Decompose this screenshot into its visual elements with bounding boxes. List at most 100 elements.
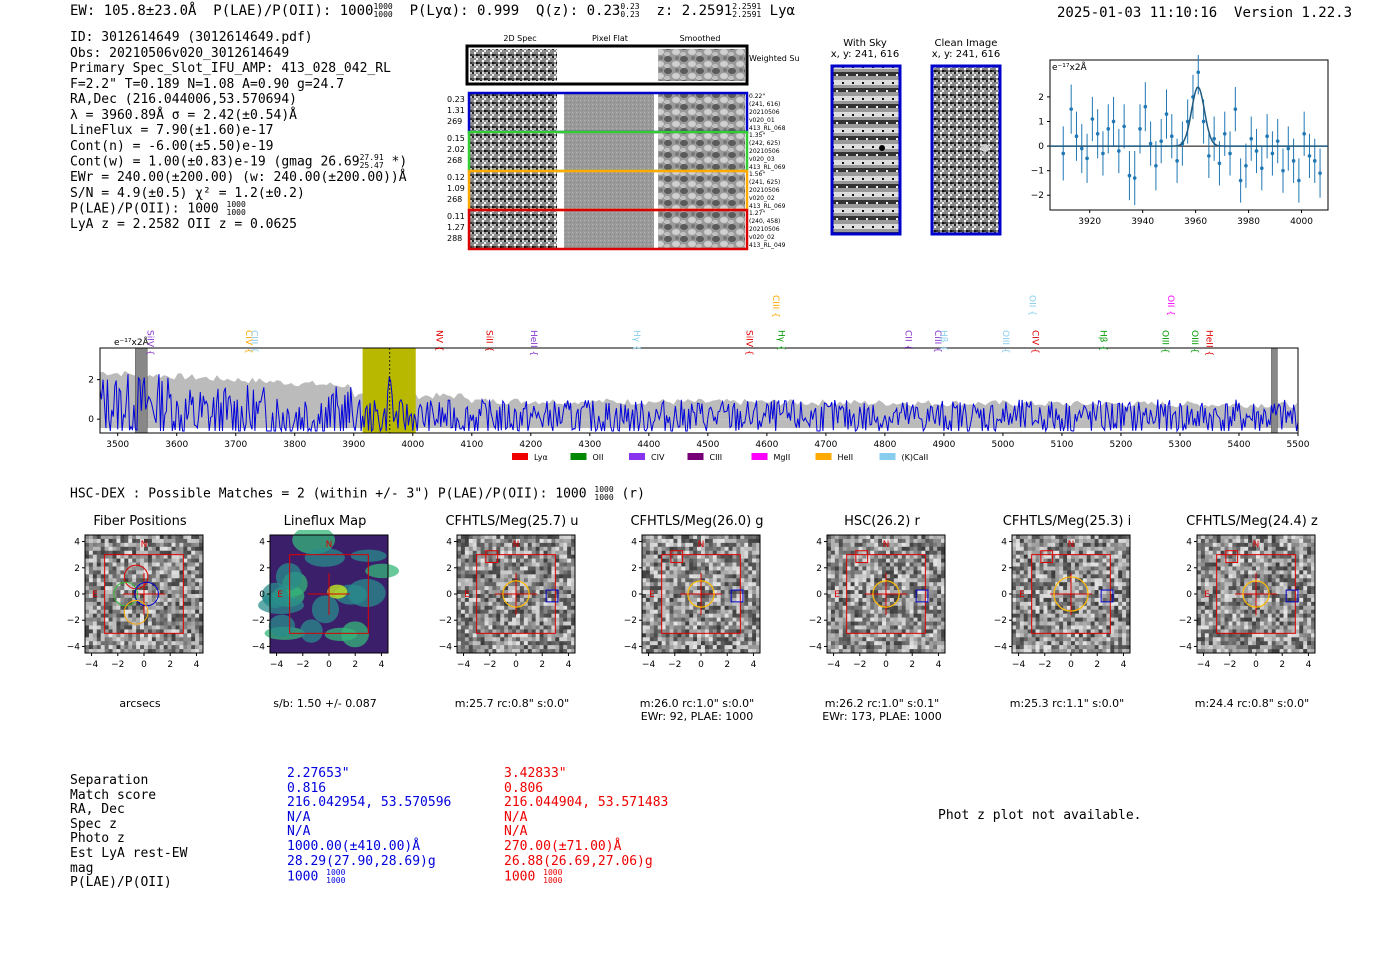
spectrum-line-label: OIII { — [1000, 330, 1010, 354]
cutout-pixel — [88, 601, 94, 607]
cutout-pixel — [1082, 637, 1088, 642]
cutout-pixel — [191, 562, 196, 567]
cutout-pixel — [516, 649, 521, 654]
cutout-pixel — [649, 617, 655, 622]
cutout-pixel — [941, 546, 946, 552]
cutout-pixel — [1110, 570, 1115, 575]
cutout-pixel — [132, 625, 137, 630]
spectrum-line-label: Hγ { — [631, 330, 641, 351]
cutout-pixel — [842, 641, 847, 646]
cutout-pixel — [756, 554, 761, 559]
cutout-pixel — [484, 590, 489, 595]
cutout-pixel — [484, 605, 489, 611]
cutout-pixel — [642, 554, 647, 559]
cutout-pixel — [116, 629, 121, 634]
cutout-pixel — [124, 633, 129, 638]
cutout-pixel — [191, 590, 196, 595]
cutout-pixel — [543, 582, 548, 587]
cutout-pixel — [179, 574, 184, 579]
cutout-pixel — [1047, 535, 1052, 540]
cutout-pixel — [748, 550, 753, 555]
cutout-pixel — [1039, 578, 1044, 583]
cutout-pixel — [1031, 594, 1036, 599]
cutout-pixel — [933, 542, 938, 548]
cutout-pixel — [1043, 649, 1048, 654]
cutout-pixel — [527, 649, 533, 654]
cutout-pixel — [889, 609, 895, 614]
cutout-pixel — [163, 601, 168, 607]
cutout-pixel — [457, 609, 462, 614]
cutout-pixel — [543, 621, 548, 626]
zoom-fit-curve — [1050, 86, 1328, 147]
cutout-pixel — [183, 582, 188, 587]
cutout-pixel — [645, 594, 651, 599]
cutout-pixel — [929, 649, 934, 654]
cutout-pixel — [567, 637, 572, 642]
cutout-pixel — [519, 633, 525, 638]
cutout-pixel — [535, 578, 540, 583]
fiber-right-label: 1.35" — [749, 132, 765, 139]
legend-swatch — [815, 453, 832, 460]
cutout-pixel — [124, 613, 129, 618]
cutout-pixel — [842, 538, 847, 544]
cutout-pixel — [1067, 535, 1072, 540]
cutout-pixel — [740, 613, 745, 618]
cutout-pixel — [827, 578, 832, 583]
cutout-pixel — [657, 582, 662, 587]
cutout-pixel — [472, 538, 477, 544]
cutout-pixel — [85, 546, 90, 552]
cutout-pixel — [716, 562, 721, 567]
cutout-pixel — [512, 594, 517, 599]
cutout-pixel — [457, 633, 462, 638]
cutout-pixel — [685, 601, 690, 607]
cutout-pixel — [732, 617, 737, 622]
cutout-pixel — [689, 594, 694, 599]
cutout-pixel — [96, 570, 102, 575]
cutout-pixel — [140, 535, 145, 540]
cutout-pixel — [862, 538, 867, 544]
cutout-pixel — [112, 574, 117, 579]
cutout-pixel — [1106, 641, 1111, 646]
cutout-pixel — [1019, 637, 1025, 642]
cutout-pixel — [171, 633, 176, 638]
cutout-pixel — [1027, 613, 1032, 618]
cutout-pixel — [96, 535, 102, 540]
cutout-pixel — [460, 538, 466, 544]
cutout-pixel — [756, 535, 761, 540]
cutout-pixel — [889, 578, 895, 583]
cutout-pixel — [701, 582, 706, 587]
cutout-pixel — [642, 550, 647, 555]
cutout-pixel — [642, 546, 647, 552]
cutout-pixel — [736, 605, 741, 611]
cutout-pixel — [1094, 637, 1099, 642]
cutout-pixel — [693, 562, 698, 567]
cutout-pixel — [1012, 550, 1017, 555]
zoom-data-point — [1101, 151, 1105, 156]
spectrum-xtick-label: 5500 — [1287, 440, 1310, 450]
cutout-pixel — [519, 629, 525, 634]
cutout-pixel — [913, 554, 918, 559]
cutout-pixel — [195, 586, 200, 591]
cutout-pixel — [1031, 542, 1036, 548]
cutout-pixel — [136, 594, 141, 599]
cutout-pixel — [496, 570, 501, 575]
cutout-pixel — [147, 621, 153, 626]
cutout-pixel — [559, 613, 564, 618]
zoom-data-point — [1111, 119, 1116, 124]
cutout-pixel — [136, 597, 141, 603]
cutout-pixel — [171, 586, 176, 591]
cutout-pixel — [531, 621, 536, 626]
cutout-ytick-label: −4 — [624, 642, 638, 652]
cutout-pixel — [92, 641, 98, 646]
cutout-pixel — [866, 586, 871, 591]
cutout-pixel — [1098, 637, 1103, 642]
cutout-pixel — [516, 546, 521, 552]
cutout-pixel — [559, 601, 564, 607]
cutout-pixel — [523, 570, 529, 575]
cutout-pixel — [756, 538, 761, 544]
cutout-pixel — [925, 566, 930, 571]
cutout-pixel — [677, 625, 682, 630]
cutout-pixel — [645, 649, 651, 654]
cutout-pixel — [874, 621, 879, 626]
cutout-pixel — [827, 601, 832, 607]
